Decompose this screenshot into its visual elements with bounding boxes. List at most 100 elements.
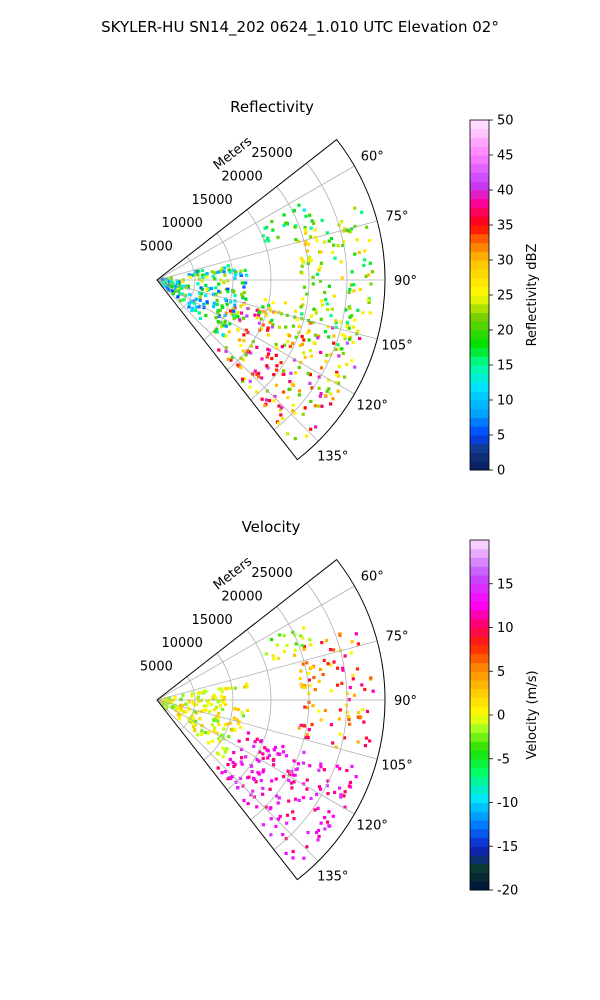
echo-cell [206, 741, 211, 745]
echo-cell [211, 292, 216, 297]
echo-cell [293, 797, 298, 801]
colorbar-step [470, 750, 489, 760]
echo-cell [223, 266, 227, 270]
echo-cell [322, 240, 327, 244]
echo-cell [348, 287, 352, 292]
echo-cell [307, 329, 311, 333]
echo-cell [259, 317, 263, 321]
echo-cell [291, 810, 295, 814]
echo-cell [244, 755, 248, 759]
echo-cell [285, 313, 289, 317]
echo-cell [305, 705, 309, 710]
azimuth-spoke [156, 585, 355, 701]
echo-cell [261, 305, 265, 309]
colorbar-step [470, 435, 489, 445]
echo-cell [302, 724, 307, 728]
azimuth-spoke [156, 220, 378, 281]
echo-cell [223, 297, 227, 301]
echo-cell [332, 790, 337, 795]
angular-tick-label: 60° [361, 570, 384, 585]
colorbar-step [470, 688, 489, 698]
echo-cell [319, 317, 323, 321]
echo-cell [194, 297, 198, 301]
echo-cell [363, 743, 368, 748]
echo-cell [177, 717, 181, 721]
echo-cell [274, 353, 278, 357]
echo-cell [251, 789, 255, 793]
echo-cell [224, 311, 228, 315]
echo-cell [163, 277, 167, 281]
echo-cell [358, 287, 363, 292]
echo-cell [217, 752, 221, 756]
echo-cell [356, 710, 361, 715]
echo-cell [223, 702, 228, 707]
echo-cell [345, 228, 349, 232]
echo-cell [222, 280, 226, 285]
echo-cell [329, 689, 333, 693]
echo-cell [236, 786, 240, 790]
echo-cell [182, 710, 186, 714]
radial-tick-label: 5000 [140, 240, 173, 255]
colorbar-step [470, 268, 489, 278]
echo-cell [213, 277, 217, 281]
colorbar-step [470, 312, 489, 322]
echo-cell [212, 304, 216, 309]
echo-cell [281, 416, 285, 421]
echo-cell [206, 731, 210, 735]
echo-cell [353, 206, 357, 210]
echo-cell [291, 856, 295, 860]
echo-cell [205, 271, 209, 276]
colorbar-step [470, 863, 489, 873]
echo-cell [309, 258, 313, 263]
echo-cell [214, 705, 219, 709]
echo-cell [249, 344, 254, 348]
echo-cell [255, 316, 259, 320]
echo-cell [371, 689, 375, 693]
echo-cell [320, 299, 324, 303]
echo-cell [272, 757, 276, 762]
echo-cell [187, 273, 191, 277]
echo-cell [343, 805, 347, 809]
colorbar-step [470, 881, 489, 891]
echo-cell [186, 286, 191, 290]
echo-cell [268, 807, 272, 811]
echo-cell [350, 270, 354, 274]
echo-cell [302, 351, 306, 355]
echo-cell [323, 708, 327, 713]
colorbar-tick-label: 25 [497, 289, 514, 304]
echo-cell [293, 225, 297, 229]
echo-cell [342, 239, 346, 244]
echo-cell [320, 404, 324, 408]
echo-cell [232, 716, 236, 720]
echo-cell [362, 720, 366, 724]
echo-cell [236, 707, 240, 712]
echo-cell [202, 306, 206, 310]
echo-cell [266, 236, 270, 240]
echo-cell [255, 345, 259, 349]
colorbar-step [470, 583, 489, 593]
echo-cell [263, 239, 267, 243]
colorbar-tick-label: 0 [497, 709, 505, 724]
echo-cell [240, 377, 245, 381]
echo-cell [273, 394, 277, 399]
echo-cell [179, 707, 184, 711]
radar-panel-reflectivity: 60° 75° 90° 105° 120° 135° 5000 10000 15000 20000… [140, 98, 540, 479]
echo-cell [224, 334, 228, 338]
echo-cell [309, 226, 313, 230]
echo-cell [319, 250, 323, 254]
echo-cell [267, 399, 272, 403]
colorbar-tick-label: 50 [497, 114, 514, 129]
colorbar-step [470, 277, 489, 287]
echo-cell [329, 236, 334, 241]
echo-cell [215, 298, 219, 303]
colorbar-step [470, 723, 489, 733]
echo-cell [329, 402, 333, 406]
echo-cell [281, 390, 286, 394]
echo-cell [239, 343, 243, 347]
echo-cell [167, 288, 171, 292]
figure-title: SKYLER-HU SN14_202 0624_1.010 UTC Elevat… [101, 18, 499, 37]
echo-cell [270, 318, 274, 323]
echo-cell [319, 261, 324, 265]
colorbar-step [470, 846, 489, 856]
